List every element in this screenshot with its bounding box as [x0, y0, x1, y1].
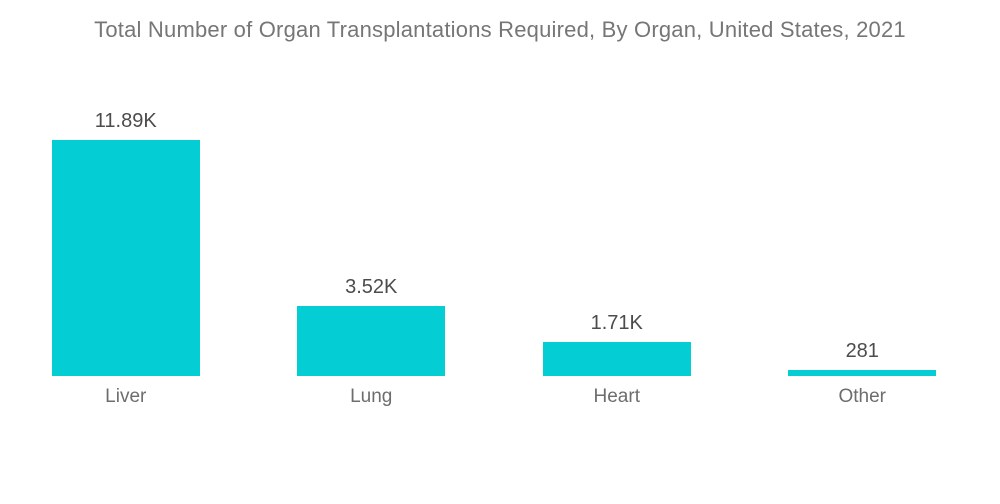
- category-label-heart: Heart: [593, 386, 640, 407]
- value-label-heart: 1.71K: [590, 312, 643, 334]
- bar-liver: [51, 140, 200, 376]
- value-label-lung: 3.52K: [345, 276, 398, 298]
- category-axis: Liver Lung Heart Other: [3, 386, 985, 408]
- bar-group-other: 281: [740, 340, 986, 376]
- chart-title: Total Number of Organ Transplantations R…: [94, 17, 906, 42]
- bar-group-lung: 3.52K: [249, 276, 495, 376]
- bar-lung: [297, 306, 446, 376]
- bar-group-liver: 11.89K: [3, 110, 249, 376]
- category-label-lung: Lung: [350, 386, 393, 407]
- value-label-liver: 11.89K: [94, 110, 157, 132]
- value-label-other: 281: [845, 340, 879, 362]
- category-label-liver: Liver: [105, 386, 147, 407]
- bar-other: [788, 370, 937, 376]
- plot-area: 11.89K 3.52K 1.71K 281: [3, 0, 985, 376]
- bar-heart: [542, 342, 691, 376]
- bar-group-heart: 1.71K: [494, 312, 740, 376]
- category-label-other: Other: [838, 386, 887, 407]
